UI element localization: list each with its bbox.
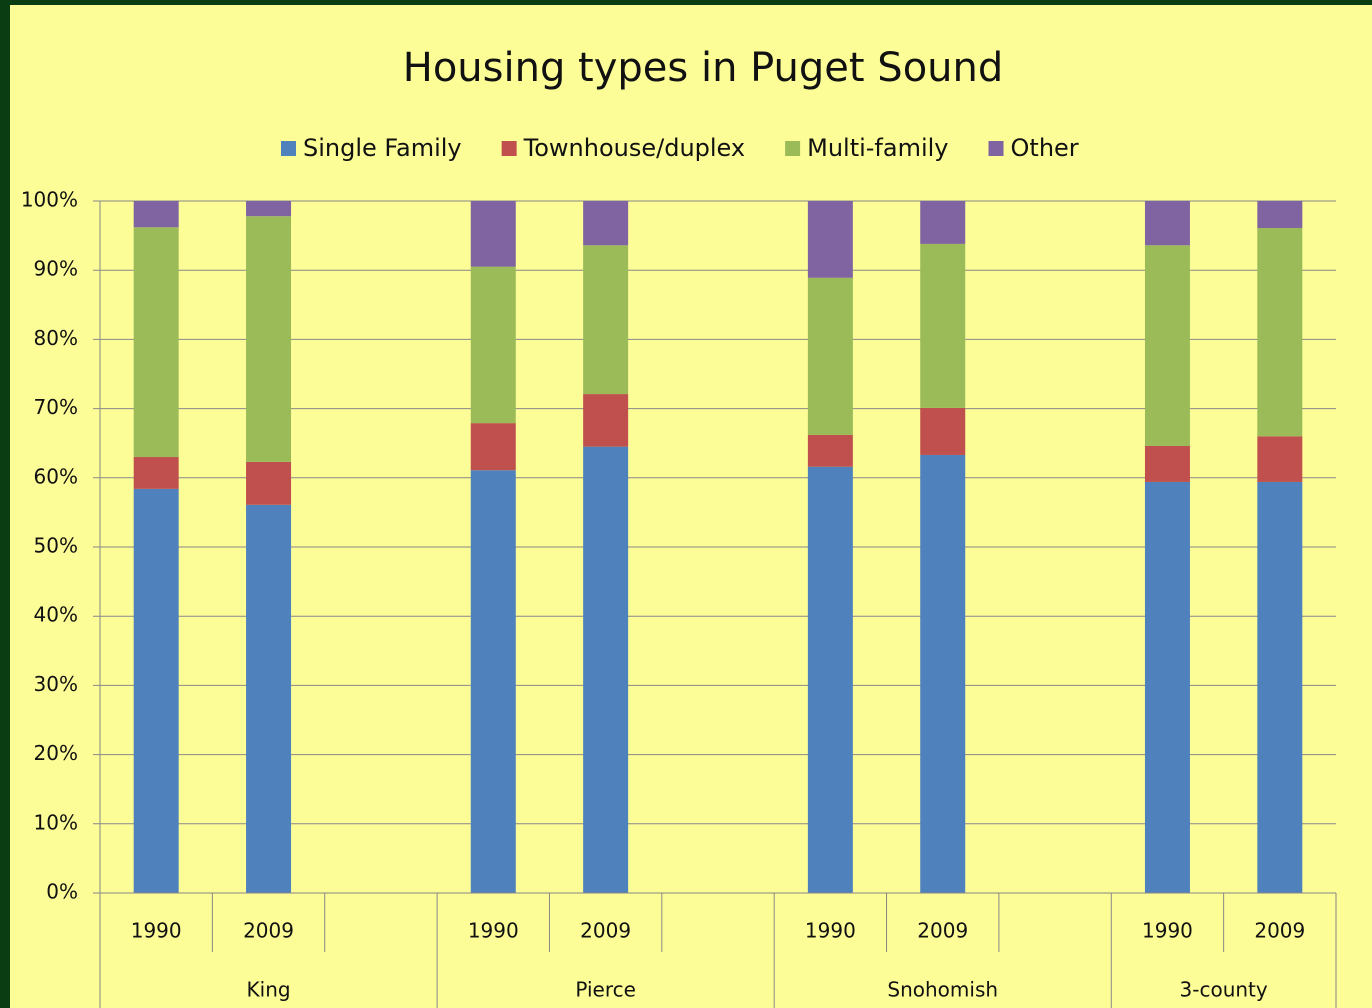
bar-segment xyxy=(583,394,629,447)
bar-segment xyxy=(920,407,966,455)
bar-segment xyxy=(1257,436,1303,482)
x-tick-label: 2009 xyxy=(1254,919,1305,943)
bar-segment xyxy=(583,245,629,395)
bar-segment xyxy=(807,201,853,278)
y-tick-label: 10% xyxy=(34,810,78,834)
bar-segment xyxy=(583,201,629,246)
bar-segment xyxy=(246,504,292,893)
bar-segment xyxy=(470,266,516,424)
bar-segment xyxy=(1257,227,1303,437)
bar-segment xyxy=(133,227,179,458)
y-tick-label: 50% xyxy=(34,534,78,558)
bar-segment xyxy=(920,243,966,408)
x-tick-label: 2009 xyxy=(917,919,968,943)
bar-segment xyxy=(1144,445,1190,482)
bar-segment xyxy=(470,201,516,267)
bar-segment xyxy=(807,434,853,467)
y-tick-label: 30% xyxy=(34,672,78,696)
y-tick-label: 40% xyxy=(34,603,78,627)
bar-segment xyxy=(583,446,629,893)
group-label: King xyxy=(247,978,291,1002)
legend-label: Other xyxy=(1011,134,1079,162)
bar-segment xyxy=(807,466,853,893)
bar-segment xyxy=(470,423,516,471)
legend-label: Townhouse/duplex xyxy=(523,134,745,162)
bar-segment xyxy=(920,201,966,244)
y-tick-label: 0% xyxy=(46,880,78,904)
group-label: Pierce xyxy=(575,978,636,1002)
bar-segment xyxy=(246,461,292,505)
chart-title: Housing types in Puget Sound xyxy=(403,45,1004,91)
x-tick-label: 1990 xyxy=(805,919,856,943)
bar-segment xyxy=(1257,481,1303,893)
bar-segment xyxy=(1257,201,1303,228)
legend-label: Single Family xyxy=(303,134,462,162)
bar-segment xyxy=(133,457,179,489)
x-tick-label: 1990 xyxy=(1142,919,1193,943)
bar-segment xyxy=(1144,201,1190,246)
bar-segment xyxy=(133,201,179,228)
y-tick-label: 90% xyxy=(34,257,78,281)
bar-segment xyxy=(246,216,292,462)
x-tick-label: 2009 xyxy=(580,919,631,943)
y-tick-label: 80% xyxy=(34,326,78,350)
bar-segment xyxy=(1144,245,1190,446)
bar-segment xyxy=(470,470,516,893)
legend-swatch xyxy=(785,141,801,156)
x-tick-label: 1990 xyxy=(468,919,519,943)
y-tick-label: 70% xyxy=(34,395,78,419)
bar-segment xyxy=(246,201,292,217)
bar-segment xyxy=(920,454,966,893)
legend-swatch xyxy=(501,141,517,156)
bar-segment xyxy=(1144,481,1190,893)
bar-segment xyxy=(807,277,853,435)
x-tick-label: 1990 xyxy=(131,919,182,943)
legend-label: Multi-family xyxy=(807,134,948,162)
legend-swatch xyxy=(988,141,1004,156)
group-label: 3-county xyxy=(1180,978,1268,1002)
y-tick-label: 60% xyxy=(34,464,78,488)
y-tick-label: 100% xyxy=(21,188,78,212)
group-label: Snohomish xyxy=(887,978,998,1002)
bar-segment xyxy=(133,488,179,893)
legend-swatch xyxy=(281,141,296,156)
y-tick-label: 20% xyxy=(34,741,78,765)
x-tick-label: 2009 xyxy=(243,919,294,943)
